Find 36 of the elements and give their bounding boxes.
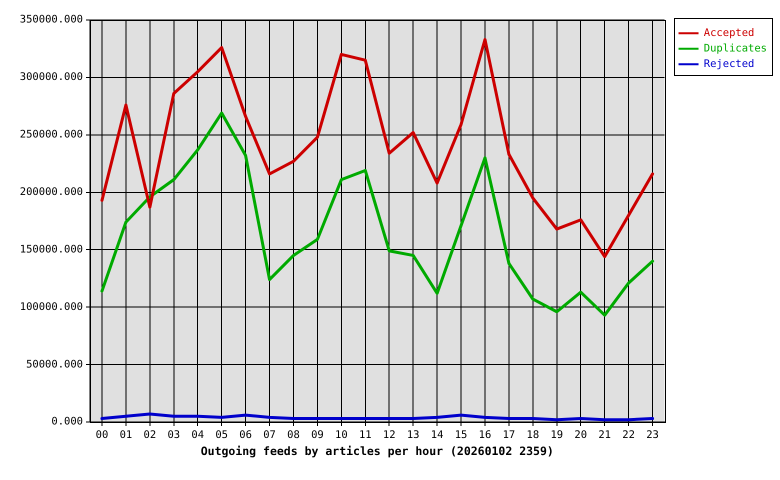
x-tick-label: 01 — [120, 429, 132, 442]
legend-label: Accepted — [704, 26, 754, 39]
legend-label: Rejected — [704, 58, 754, 70]
y-tick-label: 50000.000 — [26, 358, 83, 370]
x-tick-label: 04 — [191, 429, 204, 442]
x-tick-label: 17 — [502, 429, 516, 442]
x-tick-label: 23 — [646, 429, 659, 442]
x-tick-label: 20 — [574, 429, 588, 442]
y-tick-label: 350000.000 — [20, 14, 83, 26]
x-tick-label: 15 — [454, 429, 468, 442]
x-tick-label: 00 — [96, 429, 108, 442]
x-tick-label: 13 — [406, 429, 420, 442]
x-tick-label: 22 — [622, 429, 635, 442]
x-tick-label: 06 — [239, 429, 252, 442]
y-tick-label: 150000.000 — [20, 243, 83, 256]
x-tick-label: 16 — [478, 429, 492, 442]
x-tick-label: 14 — [430, 429, 444, 442]
y-tick-label: 200000.000 — [20, 186, 83, 198]
x-tick-label: 19 — [550, 429, 564, 442]
x-tick-label: 11 — [358, 429, 372, 442]
x-tick-label: 10 — [335, 429, 348, 442]
x-tick-label: 03 — [167, 429, 180, 442]
y-tick-label: 100000.000 — [20, 300, 83, 313]
x-axis-title: Outgoing feeds by articles per hour (20260102 2359) — [200, 444, 554, 458]
x-tick-label: 05 — [215, 429, 228, 442]
y-tick-label: 0.000 — [51, 416, 83, 428]
x-tick-label: 21 — [598, 429, 612, 442]
x-tick-label: 07 — [263, 429, 276, 442]
y-tick-label: 300000.000 — [20, 71, 83, 84]
x-tick-label: 08 — [287, 429, 300, 442]
x-tick-label: 18 — [526, 429, 540, 442]
x-tick-label: 12 — [382, 429, 396, 442]
y-tick-label: 250000.000 — [20, 128, 83, 141]
legend-label: Duplicates — [704, 42, 768, 54]
x-tick-label: 02 — [144, 429, 156, 442]
x-tick-label: 09 — [311, 429, 324, 442]
